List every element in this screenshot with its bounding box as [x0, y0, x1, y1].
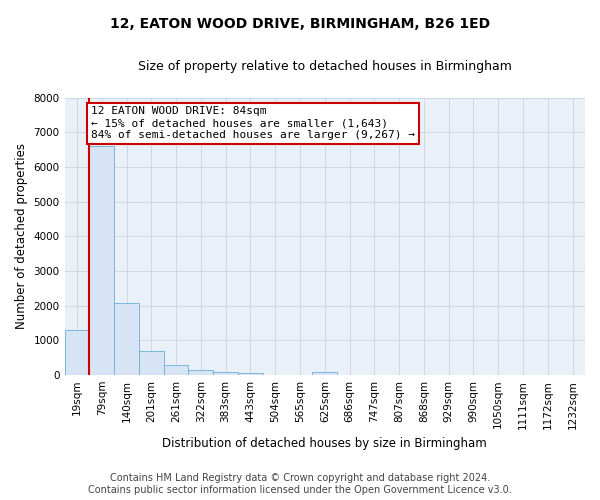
- Bar: [164, 365, 188, 375]
- Bar: [313, 372, 337, 375]
- Bar: [238, 373, 263, 375]
- Bar: [188, 370, 213, 375]
- Title: Size of property relative to detached houses in Birmingham: Size of property relative to detached ho…: [138, 60, 512, 73]
- Bar: [65, 330, 89, 375]
- Bar: [213, 372, 238, 375]
- Text: Contains HM Land Registry data © Crown copyright and database right 2024.
Contai: Contains HM Land Registry data © Crown c…: [88, 474, 512, 495]
- Bar: [139, 352, 164, 375]
- Text: 12 EATON WOOD DRIVE: 84sqm
← 15% of detached houses are smaller (1,643)
84% of s: 12 EATON WOOD DRIVE: 84sqm ← 15% of deta…: [91, 106, 415, 140]
- Y-axis label: Number of detached properties: Number of detached properties: [15, 144, 28, 330]
- X-axis label: Distribution of detached houses by size in Birmingham: Distribution of detached houses by size …: [163, 437, 487, 450]
- Text: 12, EATON WOOD DRIVE, BIRMINGHAM, B26 1ED: 12, EATON WOOD DRIVE, BIRMINGHAM, B26 1E…: [110, 18, 490, 32]
- Bar: [114, 303, 139, 375]
- Bar: [89, 146, 114, 375]
